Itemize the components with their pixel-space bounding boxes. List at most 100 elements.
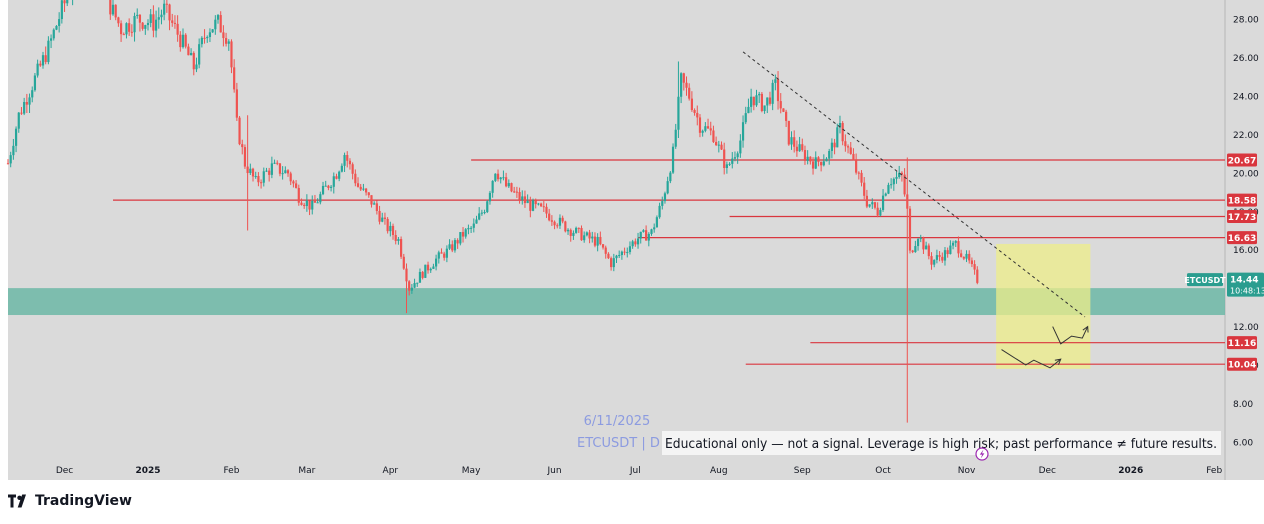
- candle-body: [14, 128, 18, 146]
- chart-background: [8, 0, 1225, 480]
- candle-body: [820, 161, 823, 166]
- candle-body: [278, 163, 282, 174]
- candle-body: [238, 117, 241, 145]
- candle-body: [389, 225, 392, 232]
- candle-body: [863, 182, 866, 196]
- candle-body: [623, 251, 626, 253]
- y-tick-label: 12.00: [1233, 323, 1259, 333]
- candle-body: [338, 171, 341, 179]
- watermark-symbol: ETCUSDT | D: [577, 436, 660, 451]
- candle-body: [790, 137, 793, 145]
- lightning-icon[interactable]: [975, 447, 989, 461]
- candle-body: [33, 75, 37, 91]
- candle-body: [397, 239, 400, 241]
- candle-body: [540, 203, 543, 207]
- candle-body: [908, 208, 912, 251]
- candle-body: [946, 250, 949, 255]
- watermark-date: 6/11/2025: [584, 414, 651, 429]
- candle-body: [776, 79, 780, 102]
- countdown-timer: 10:48:13: [1230, 287, 1264, 296]
- current-price-badge[interactable]: [1227, 272, 1264, 297]
- level-badge-label: 17.73: [1228, 213, 1256, 223]
- candle-body: [701, 130, 704, 133]
- candle-body: [661, 201, 664, 206]
- candle-body: [184, 34, 187, 47]
- candle-body: [513, 191, 516, 193]
- candle-body: [655, 217, 658, 228]
- candle-body: [916, 239, 920, 247]
- trendline[interactable]: [742, 51, 1086, 318]
- candle-body: [628, 246, 632, 253]
- candle-body: [841, 123, 844, 142]
- candle-body: [526, 200, 529, 204]
- time-axis-panel[interactable]: [8, 461, 1225, 480]
- candle-body: [332, 176, 335, 187]
- candle-body: [822, 161, 825, 166]
- candle-body: [531, 200, 535, 211]
- candle-body: [752, 96, 755, 106]
- candle-body: [192, 52, 195, 70]
- level-badge-label: 11.16: [1228, 339, 1256, 349]
- candle-body: [715, 141, 718, 146]
- candle-body: [416, 282, 419, 284]
- candle-body: [227, 41, 230, 44]
- candle-body: [249, 168, 252, 174]
- candle-body: [475, 219, 478, 224]
- candle-body: [957, 241, 960, 254]
- candle-body: [152, 14, 155, 31]
- candle-body: [515, 191, 518, 193]
- candle-body: [739, 140, 742, 154]
- candle-body: [588, 232, 591, 239]
- x-tick-label: Nov: [958, 466, 976, 476]
- candle-body: [548, 213, 551, 221]
- candle-body: [313, 200, 317, 203]
- candle-body: [362, 188, 365, 190]
- candle-body: [965, 253, 968, 259]
- candle-body: [410, 287, 413, 291]
- candle-body: [860, 172, 863, 183]
- candle-body: [257, 176, 260, 183]
- candle-body: [758, 93, 761, 96]
- symbol-tag[interactable]: [1187, 273, 1223, 287]
- candle-body: [494, 173, 497, 181]
- candle-body: [741, 122, 745, 141]
- candle-body: [798, 144, 801, 152]
- candle-body: [176, 23, 179, 35]
- candle-body: [970, 260, 974, 265]
- candle-body: [356, 183, 360, 187]
- projected-path-arrowhead: [1054, 358, 1062, 365]
- level-badge: [1227, 231, 1257, 245]
- candle-body: [437, 252, 440, 259]
- candle-body: [163, 3, 166, 15]
- projected-path[interactable]: [1052, 326, 1089, 345]
- candle-body: [424, 264, 427, 278]
- candle-body: [585, 232, 588, 236]
- candle-body: [20, 112, 23, 114]
- candle-body: [243, 147, 247, 167]
- candle-body: [951, 242, 955, 246]
- target-box[interactable]: [996, 243, 1091, 369]
- candle-body: [224, 38, 228, 44]
- candle-body: [448, 244, 451, 249]
- projected-path[interactable]: [1001, 349, 1062, 369]
- candle-body: [577, 227, 580, 229]
- candle-body: [265, 170, 268, 172]
- candle-body: [922, 237, 925, 250]
- candle-body: [521, 196, 524, 200]
- x-tick-label: Oct: [875, 466, 891, 476]
- candle-body: [195, 64, 198, 70]
- candle-body: [968, 253, 971, 261]
- y-tick-label: 6.00: [1233, 438, 1253, 448]
- brand-logo[interactable]: TradingView: [8, 493, 132, 509]
- candle-body: [39, 63, 42, 66]
- candle-body: [849, 147, 852, 154]
- candle-body: [394, 234, 397, 241]
- candle-body: [830, 142, 833, 151]
- candle-body: [704, 126, 707, 131]
- candle-body: [58, 19, 61, 26]
- candle-body: [895, 176, 898, 179]
- candle-body: [814, 157, 817, 169]
- candle-body: [572, 232, 575, 236]
- candle-body: [459, 232, 462, 244]
